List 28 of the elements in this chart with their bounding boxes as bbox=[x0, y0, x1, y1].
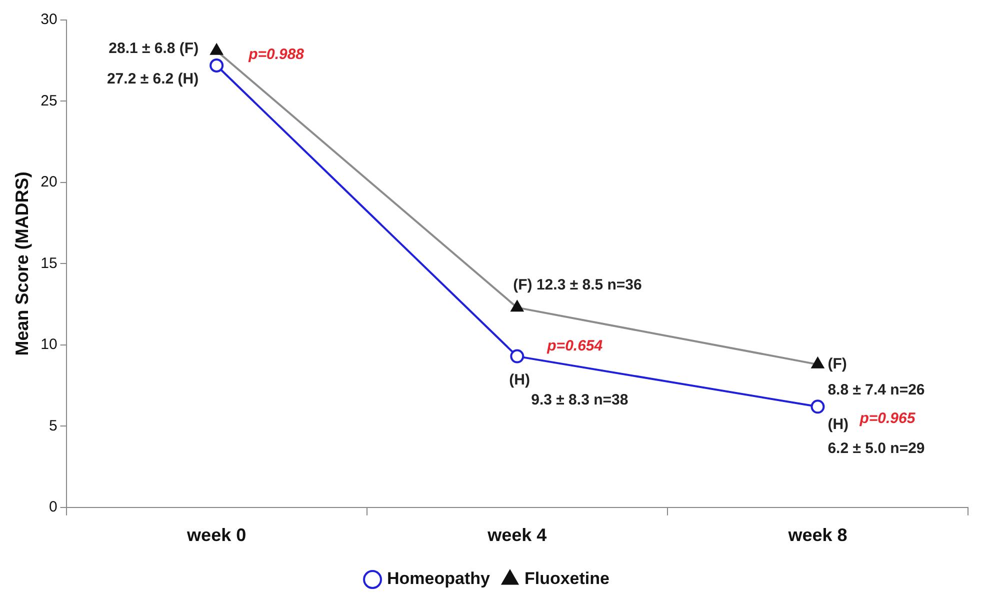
legend-label: Homeopathy bbox=[387, 569, 491, 588]
annotation: 28.1 ± 6.8 (F) bbox=[108, 40, 199, 58]
x-tick-label: week 4 bbox=[486, 525, 547, 546]
x-tick-label: week 0 bbox=[186, 525, 246, 546]
y-axis-title: Mean Score (MADRS) bbox=[12, 172, 32, 356]
annotation: (F) 12.3 ± 8.5 n=36 bbox=[513, 276, 642, 294]
point bbox=[810, 400, 825, 414]
legend-label: Fluoxetine bbox=[524, 569, 610, 588]
annotation: 6.2 ± 5.0 n=29 bbox=[828, 440, 925, 457]
annotation: (H) bbox=[828, 416, 849, 433]
y-tick-label: 10 bbox=[40, 336, 58, 354]
x-tick-label: week 8 bbox=[787, 525, 848, 546]
annotation: 27.2 ± 6.2 (H) bbox=[106, 70, 199, 88]
y-tick-label: 0 bbox=[48, 498, 58, 516]
annotation: (F) bbox=[828, 356, 847, 373]
y-tick-label: 25 bbox=[40, 92, 58, 110]
annotation: 9.3 ± 8.3 n=38 bbox=[531, 391, 628, 408]
annotation: p=0.654 bbox=[546, 337, 604, 354]
annotation: (H) bbox=[509, 371, 530, 388]
y-tick-label: 20 bbox=[40, 174, 58, 191]
y-tick-label: 30 bbox=[40, 11, 58, 28]
point bbox=[510, 349, 524, 364]
point bbox=[210, 58, 224, 72]
annotation: p=0.988 bbox=[248, 46, 305, 64]
y-tick-label: 15 bbox=[40, 254, 58, 272]
annotation: 8.8 ± 7.4 n=26 bbox=[828, 382, 925, 399]
y-tick-label: 5 bbox=[48, 417, 58, 434]
annotation: p=0.965 bbox=[858, 410, 916, 427]
